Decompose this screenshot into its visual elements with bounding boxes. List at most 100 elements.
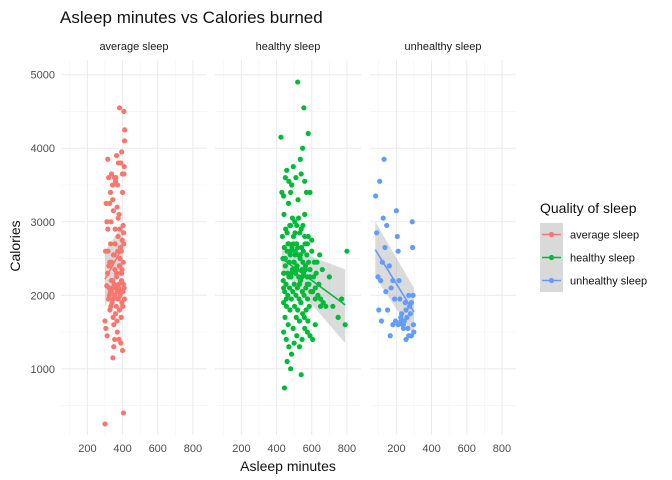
data-point: [291, 259, 297, 265]
x-tick-label: 400: [113, 443, 131, 455]
data-point: [297, 156, 303, 162]
x-axis-title: Asleep minutes: [240, 458, 336, 474]
data-point: [342, 322, 348, 328]
data-point: [384, 307, 391, 313]
data-point: [121, 108, 127, 115]
data-point: [110, 208, 117, 214]
data-point: [326, 274, 332, 280]
data-point: [392, 318, 399, 324]
y-axis-title: Calories: [7, 220, 23, 271]
data-point: [108, 289, 115, 295]
data-point: [310, 289, 316, 295]
data-point: [403, 307, 409, 313]
data-point: [375, 274, 381, 280]
data-point: [406, 333, 412, 339]
data-point: [387, 333, 393, 339]
data-point: [287, 307, 293, 313]
data-point: [292, 252, 298, 258]
data-point: [330, 303, 336, 309]
data-point: [304, 241, 310, 247]
data-point: [373, 193, 379, 199]
data-point: [285, 241, 291, 247]
data-point: [296, 344, 303, 350]
x-tick-label: 800: [338, 443, 356, 455]
data-point: [380, 215, 386, 221]
data-point: [281, 270, 287, 276]
data-point: [281, 385, 288, 391]
data-point: [284, 358, 290, 365]
data-point: [120, 222, 126, 229]
data-point: [404, 314, 410, 320]
data-point: [284, 167, 290, 173]
data-point: [393, 208, 399, 214]
data-point: [294, 263, 300, 269]
data-point: [289, 182, 295, 188]
data-point: [283, 281, 289, 287]
data-point: [295, 244, 301, 251]
data-point: [397, 296, 403, 302]
y-tick-label: 4000: [31, 143, 55, 155]
data-point: [304, 296, 311, 302]
data-point: [119, 171, 125, 177]
data-point: [396, 277, 402, 284]
legend-key: [540, 223, 563, 246]
data-point: [284, 230, 290, 236]
x-tick-label: 400: [422, 443, 440, 455]
data-point: [281, 300, 287, 306]
data-point: [294, 333, 300, 339]
data-point: [113, 152, 120, 159]
x-tick-label: 800: [184, 443, 202, 455]
data-point: [304, 252, 310, 258]
facet-strip-label: unhealthy sleep: [404, 41, 481, 53]
data-point: [291, 340, 297, 346]
data-point: [116, 105, 123, 111]
data-point: [407, 311, 414, 317]
data-point: [121, 164, 127, 170]
legend-key-point: [548, 254, 555, 261]
data-point: [118, 314, 124, 320]
data-point: [312, 296, 318, 302]
data-point: [108, 219, 114, 225]
data-point: [113, 285, 119, 291]
data-point: [302, 233, 308, 240]
facet-strip-label: healthy sleep: [256, 41, 321, 53]
data-point: [344, 248, 350, 254]
data-point: [319, 266, 325, 273]
data-point: [406, 292, 412, 298]
data-point: [377, 277, 384, 284]
data-point: [120, 303, 126, 309]
data-point: [395, 248, 401, 254]
data-point: [290, 164, 296, 170]
data-point: [103, 200, 109, 206]
data-point: [283, 296, 289, 302]
data-point: [115, 233, 121, 240]
data-point: [291, 303, 298, 309]
legend-label: average sleep: [570, 230, 639, 242]
data-point: [283, 336, 289, 343]
data-point: [388, 285, 394, 291]
data-point: [282, 263, 288, 269]
data-point: [392, 296, 398, 302]
trend-line: [104, 247, 124, 280]
data-point: [395, 322, 401, 328]
data-point: [119, 347, 126, 354]
data-point: [335, 314, 341, 320]
data-point: [289, 215, 295, 221]
data-point: [296, 281, 303, 287]
data-point: [282, 314, 288, 320]
data-point: [302, 178, 308, 184]
x-tick-label: 600: [303, 443, 321, 455]
data-point: [298, 372, 304, 378]
legend-key: [540, 246, 563, 269]
data-point: [102, 248, 109, 254]
facet-panels: average sleep 200 400 600 800 healthy sleep 20…: [31, 41, 516, 455]
x-tick-label: 600: [149, 443, 167, 455]
data-point: [403, 336, 409, 343]
y-tick-label: 3000: [31, 217, 55, 229]
data-point: [384, 222, 390, 229]
data-point: [107, 259, 113, 265]
data-point: [290, 241, 296, 247]
data-point: [300, 248, 306, 254]
data-point: [117, 226, 123, 232]
data-point: [109, 182, 116, 188]
